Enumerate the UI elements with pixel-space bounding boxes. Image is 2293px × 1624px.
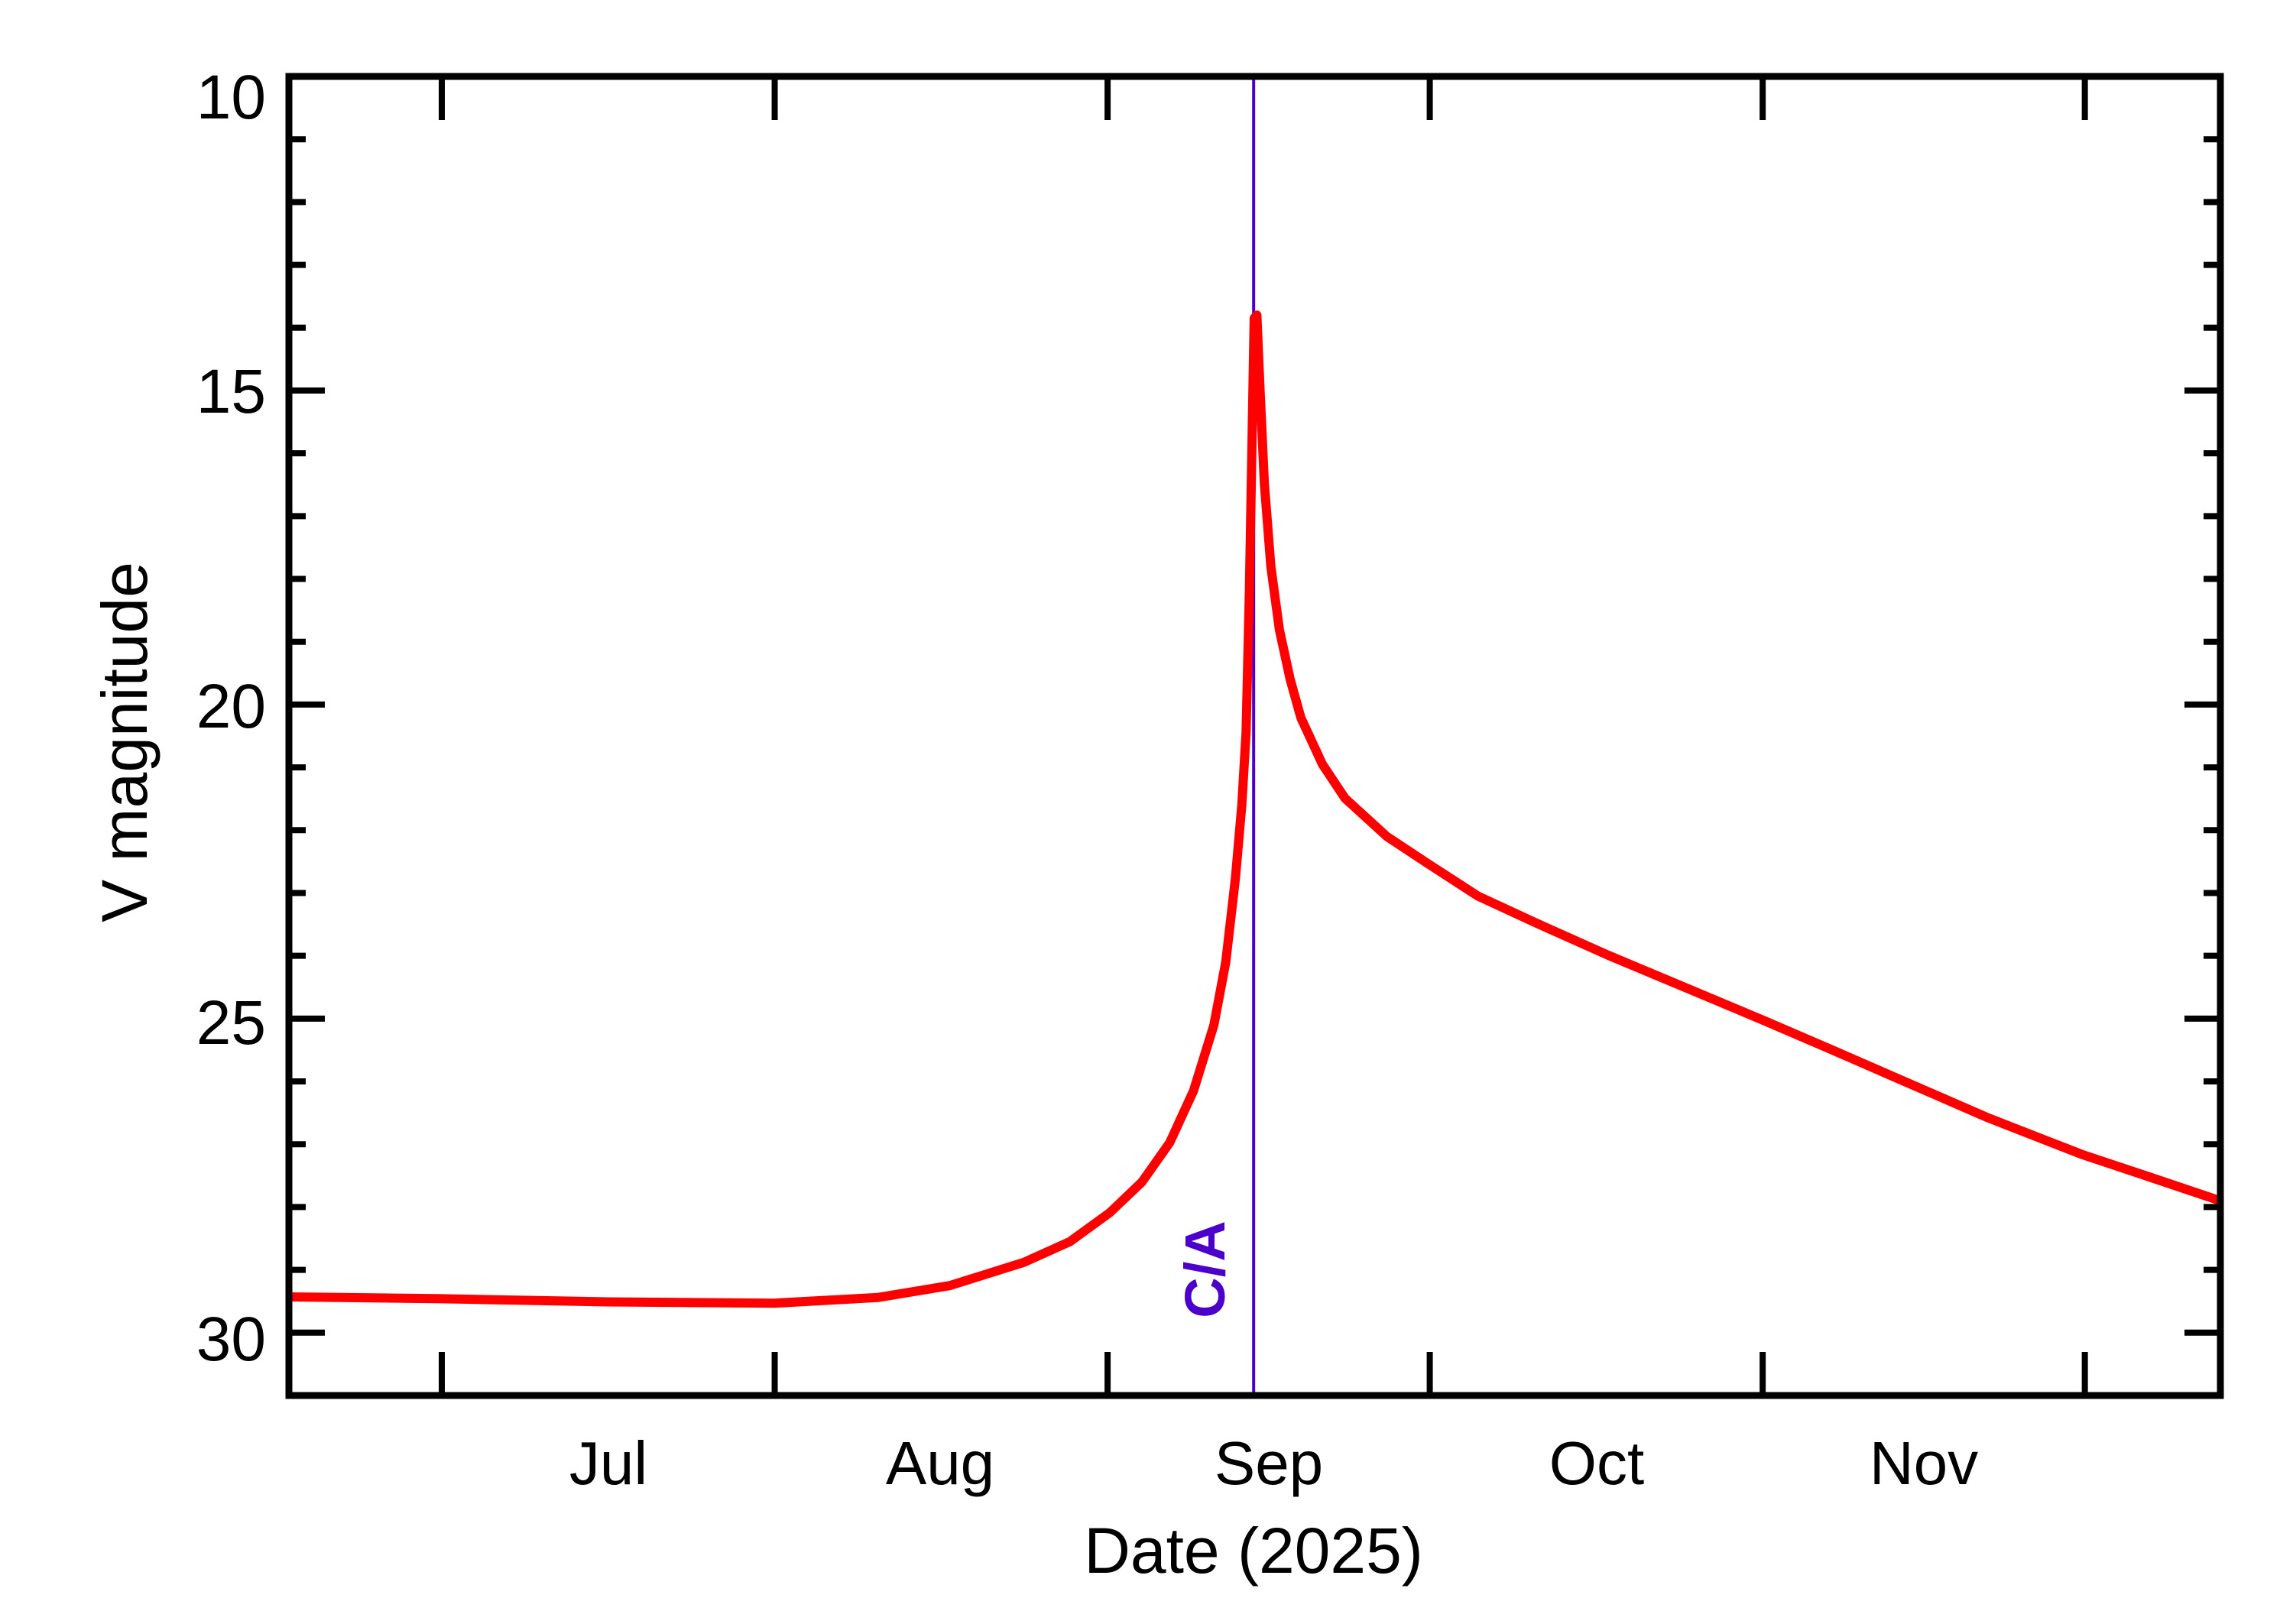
x-tick-label-nov: Nov — [1870, 1429, 1978, 1497]
y-tick-label-30: 30 — [196, 1305, 266, 1374]
y-tick-label-25: 25 — [196, 988, 266, 1058]
x-tick-label-aug: Aug — [886, 1429, 994, 1497]
closest-approach-label: C/A — [1173, 1220, 1237, 1318]
magnitude-curve — [288, 310, 2222, 1308]
x-tick-label-sep: Sep — [1215, 1429, 1323, 1497]
x-tick-label-jul: Jul — [569, 1429, 647, 1497]
y-axis-title: V magnitude — [89, 562, 161, 922]
x-axis-title: Date (2025) — [1084, 1515, 1423, 1587]
x-tick-label-oct: Oct — [1549, 1429, 1644, 1497]
y-tick-label-20: 20 — [196, 672, 266, 741]
y-tick-label-15: 15 — [196, 357, 266, 426]
plot-frame — [285, 73, 2224, 1399]
y-tick-label-10: 10 — [196, 63, 266, 132]
